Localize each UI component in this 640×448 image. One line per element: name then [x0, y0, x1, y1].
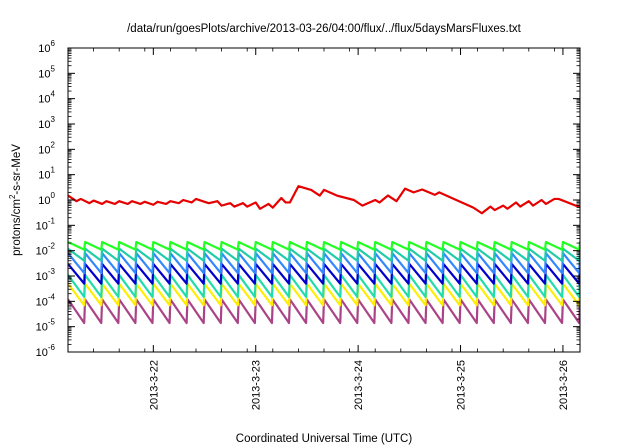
series-line [68, 298, 580, 325]
y-tick-label: 102 [38, 140, 55, 156]
x-tick-label: 2013-3-26 [558, 360, 570, 410]
y-tick-label: 10-6 [36, 343, 56, 359]
y-tick-label: 101 [38, 166, 55, 182]
series-layer [68, 185, 580, 325]
y-tick-label: 105 [38, 64, 55, 80]
series-line [68, 252, 580, 275]
y-tick-label: 103 [38, 115, 55, 131]
x-tick-label: 2013-3-23 [251, 360, 263, 410]
y-tick-label: 10-5 [36, 318, 56, 334]
x-tick-label: 2013-3-22 [148, 360, 160, 410]
y-tick-label: 10-3 [36, 267, 56, 283]
y-tick-label: 106 [38, 39, 55, 55]
series-line [68, 247, 580, 262]
y-tick-label: 10-4 [36, 292, 56, 308]
y-tick-label: 104 [38, 90, 55, 106]
series-line [68, 185, 580, 215]
series-line [68, 273, 580, 298]
x-axis-label: Coordinated Universal Time (UTC) [236, 433, 413, 445]
y-tick-label: 100 [38, 191, 55, 207]
chart-title: /data/run/goesPlots/archive/2013-03-26/0… [127, 23, 522, 35]
y-axis-label: protons/cm2-s-sr-MeV [8, 144, 23, 256]
x-tick-label: 2013-3-24 [353, 360, 365, 410]
series-line [68, 240, 580, 251]
x-tick-label: 2013-3-25 [456, 360, 468, 410]
y-tick-label: 10-2 [36, 242, 56, 258]
axis-layer: 10-6 10-5 10-4 10-3 10-2 10-1 100 101 102 103 104 1… [36, 39, 581, 410]
y-tick-label: 10-1 [36, 216, 56, 232]
